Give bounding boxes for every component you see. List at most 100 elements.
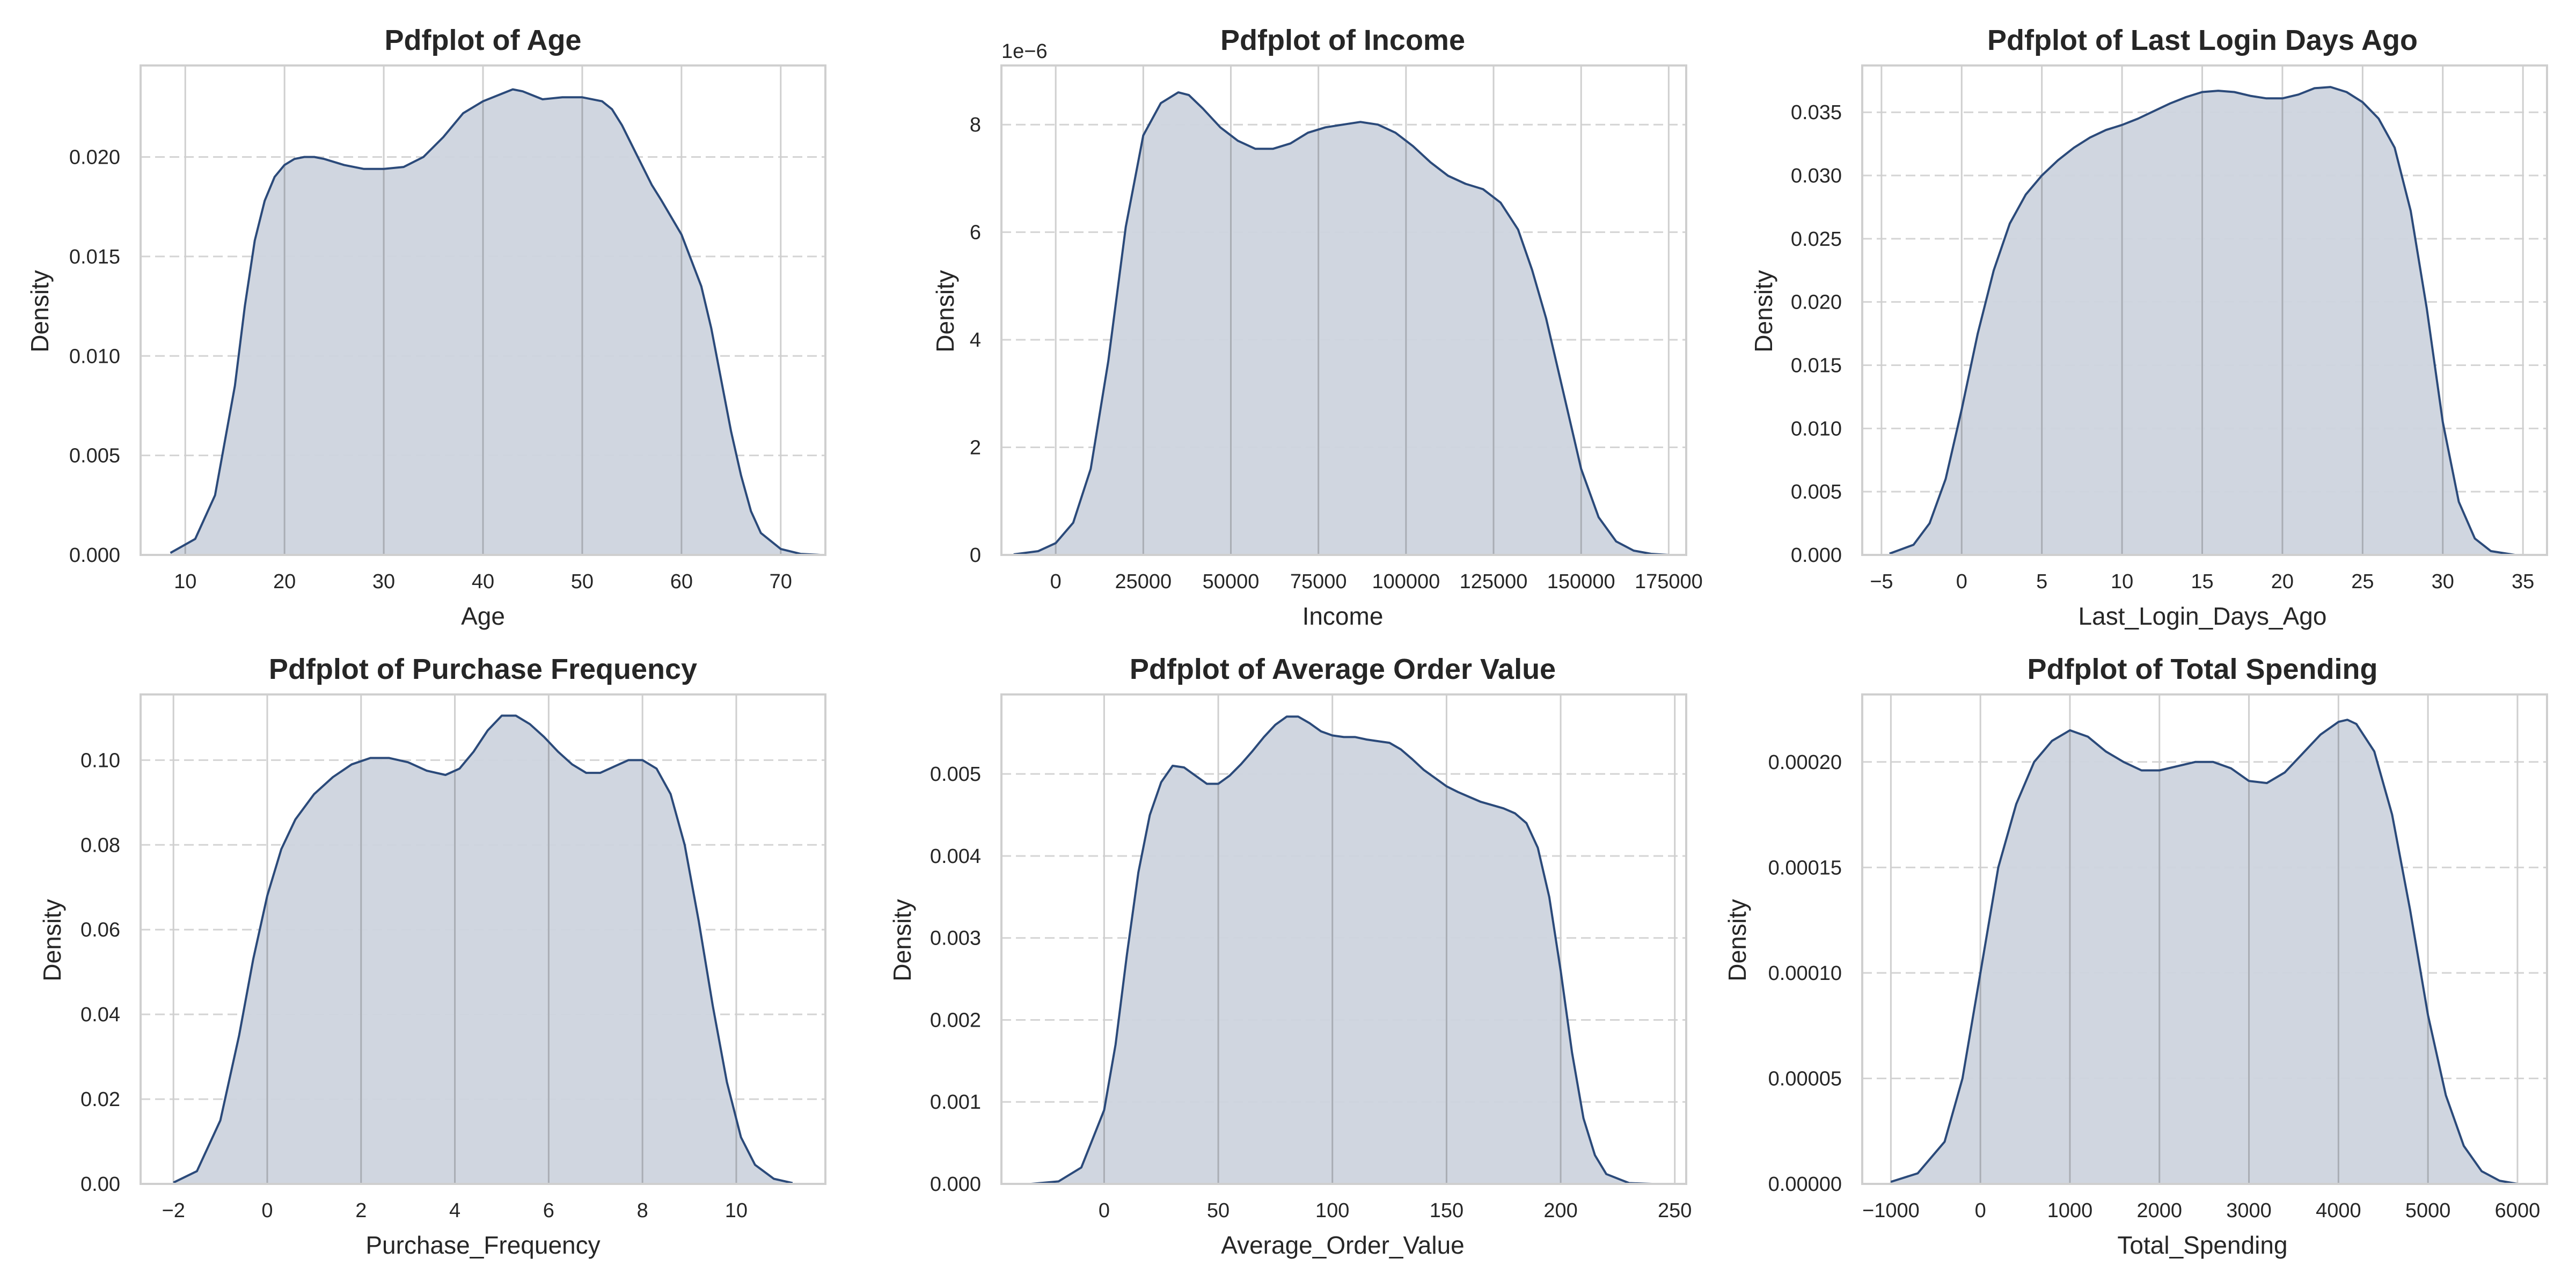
axes-frame bbox=[1000, 64, 1687, 556]
x-tick-label: 40 bbox=[472, 570, 494, 593]
x-tick-label: 25000 bbox=[1115, 570, 1172, 593]
x-tick-label: 0 bbox=[1956, 570, 1967, 593]
y-tick-label: 0.020 bbox=[1791, 291, 1842, 314]
plot-area: 0 50 100 150 200 250 0.000 0.001 0.002 0.003 0.004… bbox=[930, 693, 1692, 1222]
chart-title: Pdfplot of Average Order Value bbox=[1130, 653, 1556, 685]
plot-area: −1000 0 1000 2000 3000 4000 5000 6000 0.00000 0.0… bbox=[1768, 693, 2548, 1222]
x-tick-label: −5 bbox=[1870, 570, 1893, 593]
chart-title: Pdfplot of Income bbox=[1220, 24, 1465, 56]
y-tick-label: 0.000 bbox=[69, 544, 120, 567]
y-tick-label: 0.02 bbox=[80, 1088, 120, 1111]
chart-title: Pdfplot of Total Spending bbox=[2028, 653, 2378, 685]
x-axis-label: Purchase_Frequency bbox=[365, 1231, 600, 1259]
y-tick-label: 0.10 bbox=[80, 749, 120, 772]
y-tick-label: 0.035 bbox=[1791, 101, 1842, 124]
y-tick-label: 0.001 bbox=[930, 1091, 981, 1114]
density-area bbox=[1031, 716, 1652, 1184]
y-tick-label: 8 bbox=[970, 114, 981, 136]
density-line bbox=[1890, 719, 2518, 1185]
plot-area: −5 0 5 10 15 20 25 30 35 0.000 0.005 0.010 0.015 0.02… bbox=[1791, 64, 2548, 593]
x-tick-label: 10 bbox=[725, 1199, 748, 1222]
y-tick-label: 0.025 bbox=[1791, 228, 1842, 251]
x-tick-label: −2 bbox=[162, 1199, 185, 1222]
x-tick-label: 60 bbox=[670, 570, 693, 593]
x-tick-label: 0 bbox=[1975, 1199, 1986, 1222]
x-tick-label: 100000 bbox=[1372, 570, 1440, 593]
x-axis-label: Average_Order_Value bbox=[1221, 1231, 1465, 1259]
x-tick-label: 3000 bbox=[2226, 1199, 2272, 1222]
density-line bbox=[1013, 91, 1669, 556]
density-area bbox=[170, 89, 821, 555]
y-tick-label: 0.004 bbox=[930, 845, 981, 868]
density-line bbox=[170, 88, 821, 556]
y-tick-label: 0.00020 bbox=[1768, 751, 1842, 774]
y-tick-label: 0.000 bbox=[1791, 544, 1842, 567]
panel-total-spending: Pdfplot of Total Spending Total_Spending… bbox=[1723, 653, 2548, 1259]
x-tick-label: 5000 bbox=[2405, 1199, 2451, 1222]
y-tick-label: 0.00010 bbox=[1768, 962, 1842, 985]
x-axis-label: Income bbox=[1302, 602, 1384, 630]
x-tick-label: 125000 bbox=[1460, 570, 1528, 593]
density-area bbox=[173, 715, 793, 1184]
x-axis-label: Age bbox=[461, 602, 505, 630]
panel-age: Pdfplot of Age Age Density 10 20 30 40 50 60 7… bbox=[26, 24, 826, 630]
chart-title: Pdfplot of Age bbox=[385, 24, 582, 56]
density-line bbox=[1889, 86, 2515, 556]
x-tick-label: 0 bbox=[1099, 1199, 1110, 1222]
axes-frame bbox=[1861, 64, 2548, 556]
x-tick-label: 30 bbox=[2432, 570, 2454, 593]
y-tick-label: 0.04 bbox=[80, 1004, 120, 1026]
y-tick-label: 0.005 bbox=[1791, 481, 1842, 503]
x-tick-label: 150000 bbox=[1547, 570, 1615, 593]
y-tick-label: 0.015 bbox=[69, 246, 120, 268]
chart-title: Pdfplot of Last Login Days Ago bbox=[1987, 24, 2418, 56]
x-tick-label: 50 bbox=[571, 570, 594, 593]
y-axis-label: Density bbox=[888, 899, 916, 981]
x-tick-label: 6 bbox=[543, 1199, 554, 1222]
x-tick-label: 30 bbox=[372, 570, 395, 593]
panel-purchase-frequency: Pdfplot of Purchase Frequency Purchase_F… bbox=[38, 653, 826, 1259]
y-axis-label: Density bbox=[931, 270, 959, 352]
density-area bbox=[1891, 720, 2518, 1184]
x-tick-label: 175000 bbox=[1635, 570, 1703, 593]
y-tick-label: 0.010 bbox=[69, 345, 120, 368]
x-tick-label: 100 bbox=[1315, 1199, 1349, 1222]
panel-income: Pdfplot of Income Income Density 1e−6 0 2… bbox=[931, 24, 1703, 630]
x-tick-label: 0 bbox=[261, 1199, 273, 1222]
y-tick-label: 0 bbox=[970, 544, 981, 567]
x-tick-label: 25 bbox=[2351, 570, 2374, 593]
axes-frame bbox=[1000, 693, 1687, 1185]
y-tick-label: 0.00015 bbox=[1768, 857, 1842, 879]
x-axis-label: Last_Login_Days_Ago bbox=[2079, 602, 2327, 630]
y-tick-label: 0.020 bbox=[69, 147, 120, 169]
x-tick-label: 150 bbox=[1430, 1199, 1463, 1222]
y-tick-label: 0.002 bbox=[930, 1009, 981, 1031]
y-tick-label: 0.00 bbox=[80, 1173, 120, 1196]
y-axis-label: Density bbox=[1750, 270, 1777, 352]
x-tick-label: 2000 bbox=[2136, 1199, 2182, 1222]
y-offset-label: 1e−6 bbox=[1001, 40, 1048, 63]
x-tick-label: 6000 bbox=[2495, 1199, 2541, 1222]
x-tick-label: 20 bbox=[273, 570, 296, 593]
x-tick-label: 4000 bbox=[2316, 1199, 2361, 1222]
x-tick-label: 1000 bbox=[2047, 1199, 2093, 1222]
plot-area: 10 20 30 40 50 60 70 0.000 0.005 0.010 0.015 0.020 bbox=[69, 64, 826, 593]
y-tick-label: 2 bbox=[970, 437, 981, 459]
x-tick-label: 75000 bbox=[1290, 570, 1347, 593]
x-tick-label: 2 bbox=[355, 1199, 367, 1222]
y-tick-label: 0.00000 bbox=[1768, 1173, 1842, 1196]
panel-average-order-value: Pdfplot of Average Order Value Average_O… bbox=[888, 653, 1692, 1259]
x-tick-label: 250 bbox=[1658, 1199, 1692, 1222]
y-tick-label: 0.00005 bbox=[1768, 1067, 1842, 1090]
axes-frame bbox=[140, 64, 826, 556]
y-tick-label: 0.000 bbox=[930, 1173, 981, 1196]
x-tick-label: 5 bbox=[2036, 570, 2047, 593]
y-tick-label: 0.08 bbox=[80, 834, 120, 857]
x-tick-label: 0 bbox=[1050, 570, 1062, 593]
y-tick-label: 6 bbox=[970, 222, 981, 244]
x-tick-label: −1000 bbox=[1862, 1199, 1920, 1222]
x-tick-label: 10 bbox=[2111, 570, 2133, 593]
y-tick-label: 4 bbox=[970, 329, 981, 352]
y-tick-label: 0.005 bbox=[930, 763, 981, 786]
